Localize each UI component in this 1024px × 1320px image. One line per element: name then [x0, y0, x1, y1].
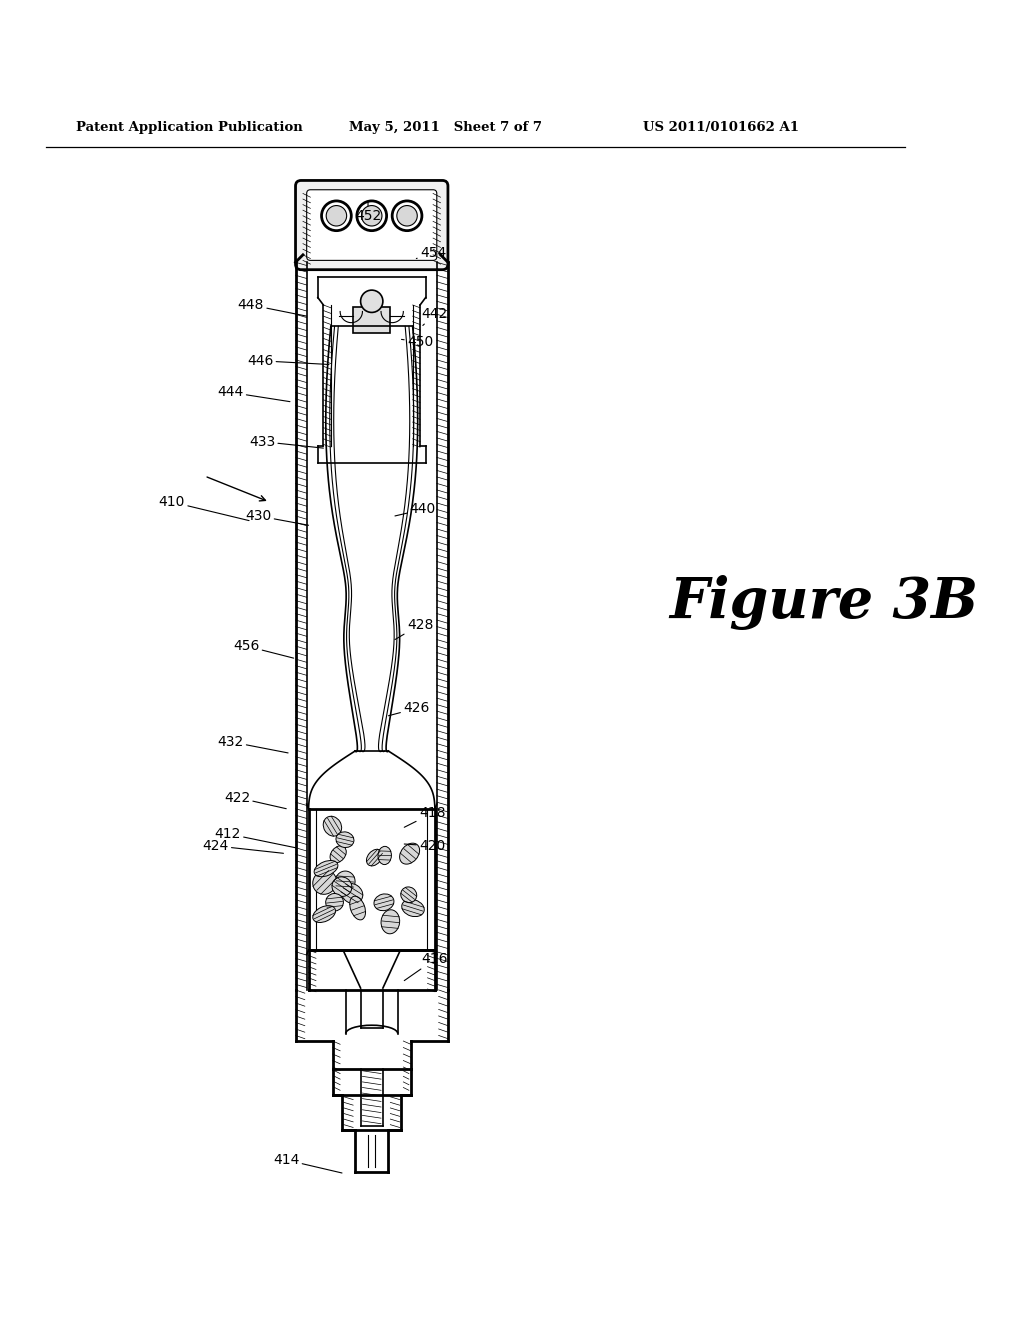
Text: 432: 432	[217, 735, 288, 752]
Text: 428: 428	[395, 618, 433, 640]
Text: 418: 418	[404, 807, 445, 828]
Text: 446: 446	[247, 354, 329, 368]
Text: US 2011/0101662 A1: US 2011/0101662 A1	[643, 121, 799, 135]
Text: 456: 456	[233, 639, 294, 659]
Text: 433: 433	[249, 434, 324, 449]
Circle shape	[392, 201, 422, 231]
Text: 410: 410	[159, 495, 249, 520]
Text: Patent Application Publication: Patent Application Publication	[76, 121, 303, 135]
Text: Figure 3B: Figure 3B	[669, 576, 978, 630]
Text: 454: 454	[417, 246, 446, 260]
Ellipse shape	[335, 871, 355, 892]
Circle shape	[327, 206, 347, 226]
Text: 440: 440	[395, 503, 436, 516]
Ellipse shape	[326, 894, 343, 911]
Text: 448: 448	[238, 298, 306, 317]
Text: 412: 412	[214, 826, 296, 847]
Text: 452: 452	[355, 202, 381, 223]
Ellipse shape	[324, 816, 342, 836]
Circle shape	[361, 206, 382, 226]
Text: 416: 416	[404, 952, 449, 981]
Text: 424: 424	[203, 840, 284, 853]
Ellipse shape	[330, 846, 346, 863]
Text: 450: 450	[401, 335, 433, 350]
Ellipse shape	[332, 876, 352, 896]
Circle shape	[360, 290, 383, 313]
Ellipse shape	[336, 832, 354, 847]
Text: May 5, 2011   Sheet 7 of 7: May 5, 2011 Sheet 7 of 7	[348, 121, 542, 135]
Ellipse shape	[350, 896, 366, 920]
Text: 422: 422	[224, 791, 287, 809]
Circle shape	[322, 201, 351, 231]
Ellipse shape	[378, 846, 391, 865]
Circle shape	[397, 206, 417, 226]
Ellipse shape	[399, 843, 420, 865]
Text: 442: 442	[422, 308, 449, 326]
Bar	[353, 306, 390, 333]
Ellipse shape	[367, 849, 382, 866]
Ellipse shape	[374, 894, 394, 911]
Ellipse shape	[401, 899, 424, 916]
Ellipse shape	[314, 861, 338, 876]
Ellipse shape	[312, 906, 336, 923]
Ellipse shape	[341, 883, 362, 903]
Ellipse shape	[312, 870, 337, 895]
FancyBboxPatch shape	[306, 190, 437, 260]
Text: 420: 420	[404, 840, 445, 853]
Ellipse shape	[400, 887, 417, 903]
Text: 444: 444	[217, 385, 290, 401]
Text: 430: 430	[245, 510, 308, 525]
FancyBboxPatch shape	[296, 181, 447, 269]
Text: 426: 426	[388, 701, 429, 715]
Ellipse shape	[381, 909, 399, 933]
Text: 414: 414	[273, 1152, 342, 1173]
Circle shape	[357, 201, 387, 231]
